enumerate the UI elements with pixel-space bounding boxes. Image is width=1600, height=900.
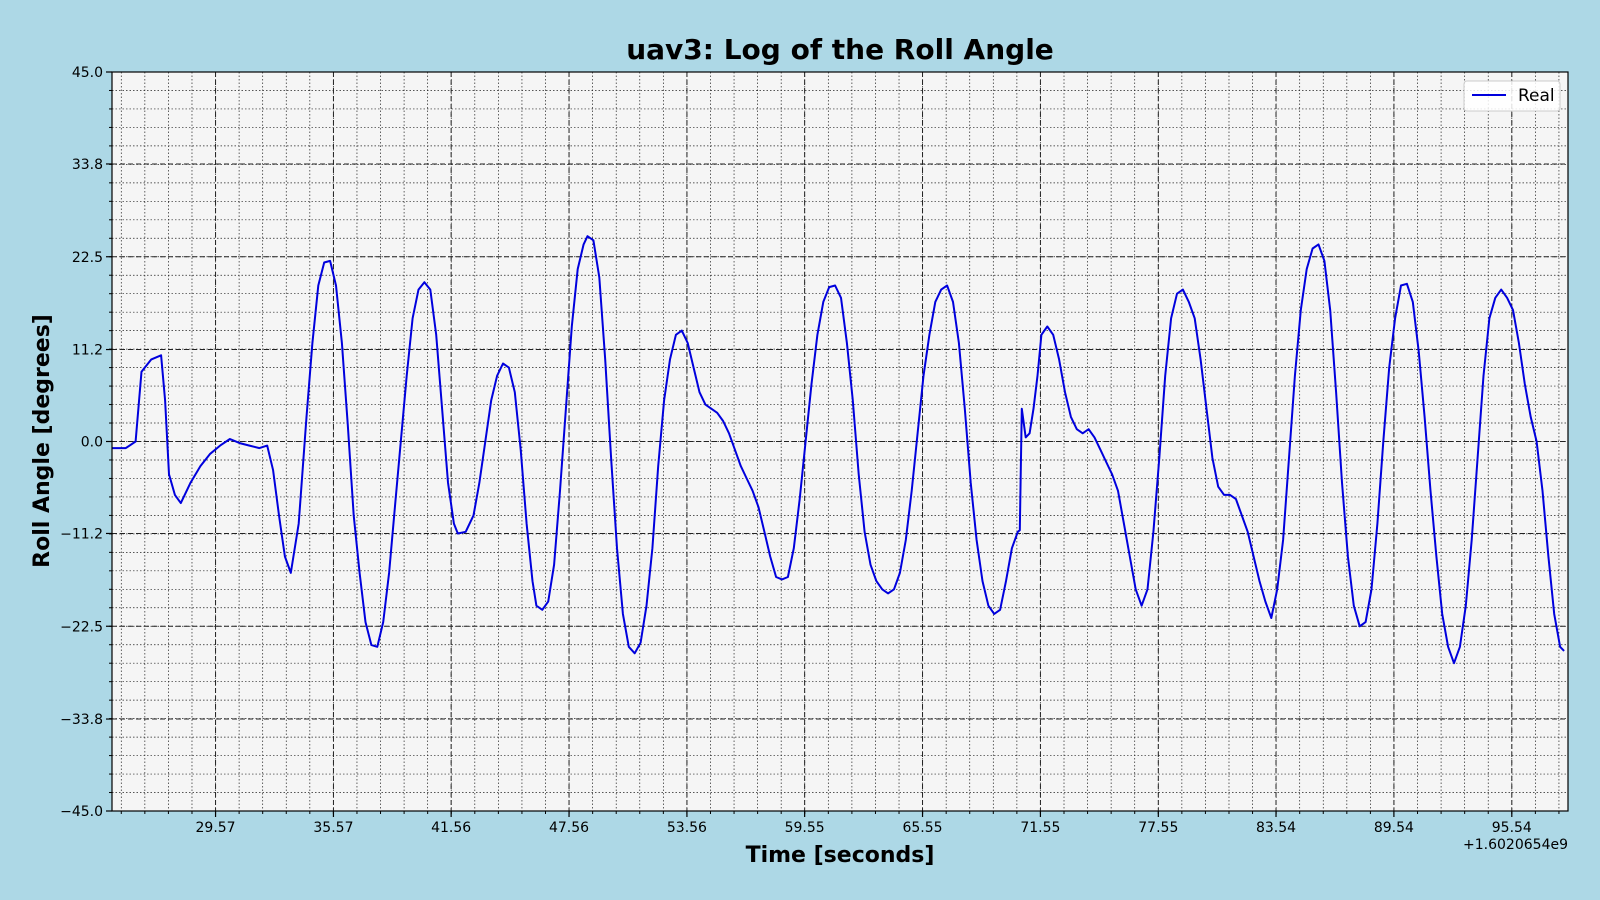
- y-axis-ticks: −45.0 −33.8 −22.5 −11.2 0.0 11.2 22.5 33.8 45.0: [60, 65, 112, 820]
- series-line-real: [112, 235, 1565, 665]
- x-tick-label: 95.54: [1492, 820, 1532, 836]
- x-tick-label: 35.57: [313, 820, 353, 836]
- x-tick-label: 59.55: [785, 820, 825, 836]
- x-tick-label: 47.56: [549, 820, 589, 836]
- x-axis-offset-label: +1.6020654e9: [1463, 837, 1568, 853]
- legend-label-real: Real: [1518, 86, 1555, 106]
- y-tick-label: 22.5: [72, 250, 103, 266]
- x-tick-label: 65.55: [902, 820, 942, 836]
- y-tick-label: −22.5: [60, 619, 103, 635]
- y-tick-label: 0.0: [81, 435, 103, 451]
- legend-box: [1463, 80, 1561, 112]
- y-tick-label: −33.8: [60, 712, 103, 728]
- x-tick-label: 89.54: [1374, 820, 1414, 836]
- y-tick-label: 33.8: [72, 157, 103, 173]
- x-tick-label: 83.54: [1256, 820, 1296, 836]
- y-tick-label: −45.0: [60, 804, 103, 820]
- x-axis-label: Time [seconds]: [746, 843, 935, 868]
- y-tick-label: −11.2: [60, 526, 103, 542]
- y-tick-label: 11.2: [72, 343, 103, 359]
- legend: Real: [1463, 80, 1561, 112]
- x-axis-ticks: 29.57 35.57 41.56 47.56 53.56 59.55 65.55 71.55…: [120, 811, 1560, 836]
- chart-title: uav3: Log of the Roll Angle: [626, 33, 1054, 66]
- x-tick-label: 41.56: [431, 820, 471, 836]
- x-tick-label: 53.56: [667, 820, 707, 836]
- y-tick-label: 45.0: [72, 65, 103, 81]
- series-layer: [112, 235, 1565, 665]
- x-tick-label: 77.55: [1138, 820, 1178, 836]
- x-tick-label: 71.55: [1020, 820, 1060, 836]
- x-tick-label: 29.57: [196, 820, 236, 836]
- y-axis-label: Roll Angle [degrees]: [30, 314, 55, 568]
